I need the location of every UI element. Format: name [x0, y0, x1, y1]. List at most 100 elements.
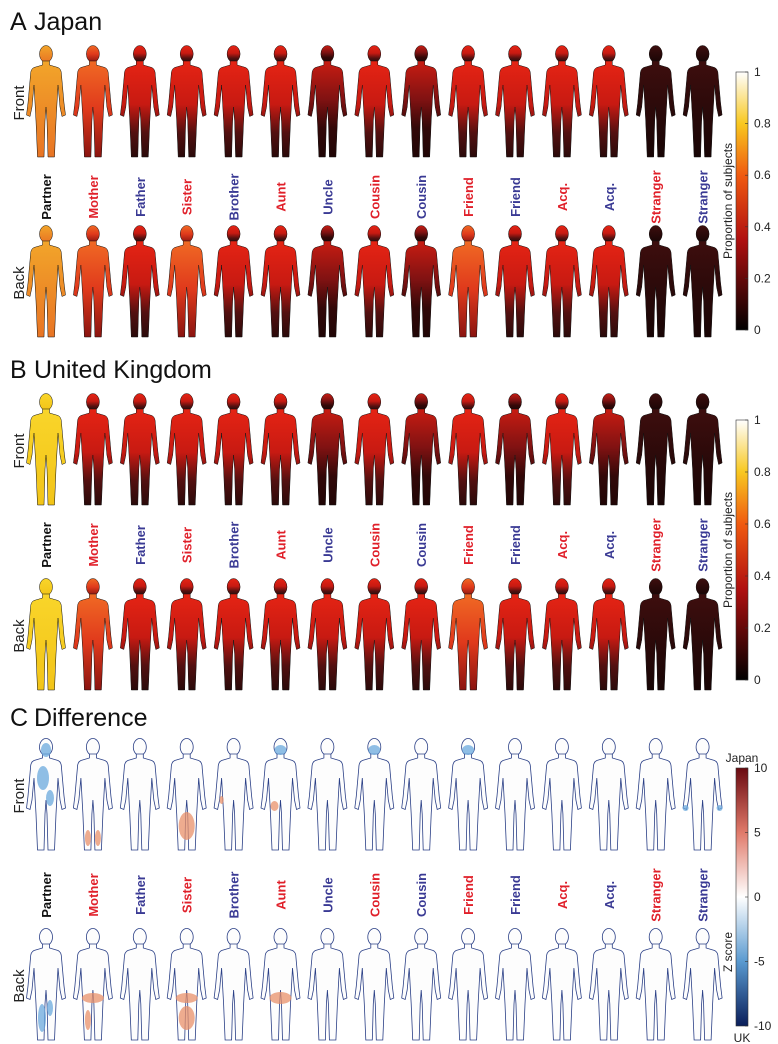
- body-map: [449, 46, 488, 158]
- body-silhouette: [355, 394, 394, 506]
- difference-patch: [179, 1006, 195, 1030]
- body-silhouette: [214, 226, 253, 338]
- figure: AJapanFrontBackPartnerMotherFatherSister…: [0, 0, 778, 1044]
- body-silhouette: [589, 739, 628, 851]
- body-silhouette: [27, 226, 66, 338]
- body-silhouette: [683, 46, 722, 158]
- colorbar-top-label: Japan: [726, 751, 759, 765]
- body-silhouette: [589, 226, 628, 338]
- body-map: [449, 739, 488, 851]
- body-silhouette: [308, 739, 347, 851]
- body-map: [120, 46, 159, 158]
- body-silhouette: [308, 929, 347, 1041]
- relation-label: Brother: [227, 522, 242, 569]
- body-silhouette: [355, 929, 394, 1041]
- body-silhouette: [542, 739, 581, 851]
- body-map: [449, 579, 488, 691]
- body-map: [589, 929, 628, 1041]
- relation-label: Mother: [86, 175, 101, 218]
- colorbar-tick-label: 0: [754, 890, 761, 904]
- relation-label: Stranger: [649, 868, 664, 921]
- body-silhouette: [542, 226, 581, 338]
- body-silhouette: [73, 46, 112, 158]
- body-silhouette: [214, 739, 253, 851]
- body-map: [636, 226, 675, 338]
- body-silhouette: [402, 226, 441, 338]
- body-map: [261, 739, 300, 851]
- body-map: [167, 739, 206, 851]
- relation-label: Partner: [39, 174, 54, 220]
- relation-label: Mother: [86, 873, 101, 916]
- colorbar-tick-label: 0: [754, 673, 761, 687]
- body-map: [542, 929, 581, 1041]
- body-silhouette: [120, 579, 159, 691]
- body-silhouette: [542, 579, 581, 691]
- relation-label: Acq.: [555, 881, 570, 909]
- relation-label: Stranger: [696, 170, 711, 223]
- panel-letter: C: [10, 704, 28, 732]
- row-label: Front: [11, 433, 28, 469]
- body-silhouette: [449, 226, 488, 338]
- body-map: [683, 226, 722, 338]
- body-silhouette: [120, 394, 159, 506]
- difference-patch: [176, 993, 198, 1003]
- relation-label: Acq.: [555, 183, 570, 211]
- colorbar-tick-label: 5: [754, 826, 761, 840]
- body-map: [120, 739, 159, 851]
- difference-patch: [37, 766, 49, 790]
- body-map: [449, 226, 488, 338]
- body-map: [589, 579, 628, 691]
- body-map: [167, 929, 206, 1041]
- body-map: [214, 394, 253, 506]
- body-map: [261, 579, 300, 691]
- relation-label: Friend: [508, 525, 523, 565]
- colorbar-tick-label: 1: [754, 413, 761, 427]
- body-map: [308, 929, 347, 1041]
- body-silhouette: [449, 46, 488, 158]
- body-silhouette: [402, 739, 441, 851]
- body-map: [542, 226, 581, 338]
- body-silhouette: [73, 394, 112, 506]
- body-map: [355, 739, 394, 851]
- relation-label: Father: [133, 177, 148, 217]
- body-map: [683, 579, 722, 691]
- body-map: [449, 394, 488, 506]
- body-map: [27, 46, 66, 158]
- body-silhouette: [683, 226, 722, 338]
- row-label: Front: [11, 778, 28, 814]
- relation-label: Stranger: [649, 170, 664, 223]
- relation-label: Acq.: [602, 881, 617, 909]
- body-silhouette: [402, 394, 441, 506]
- body-map: [27, 579, 66, 691]
- body-silhouette: [636, 394, 675, 506]
- body-silhouette: [167, 579, 206, 691]
- body-silhouette: [636, 226, 675, 338]
- body-map: [261, 394, 300, 506]
- body-map: [542, 739, 581, 851]
- body-map: [27, 739, 66, 851]
- colorbar: [736, 72, 748, 330]
- body-silhouette: [636, 739, 675, 851]
- body-silhouette: [73, 226, 112, 338]
- relation-label: Father: [133, 875, 148, 915]
- panel-title: United Kingdom: [34, 356, 212, 384]
- difference-patch: [82, 993, 104, 1003]
- body-silhouette: [214, 394, 253, 506]
- body-map: [214, 46, 253, 158]
- body-silhouette: [261, 739, 300, 851]
- body-map: [683, 46, 722, 158]
- body-map: [402, 579, 441, 691]
- relation-label: Sister: [180, 179, 195, 215]
- body-silhouette: [261, 929, 300, 1041]
- body-silhouette: [589, 394, 628, 506]
- body-silhouette: [261, 226, 300, 338]
- relation-label: Friend: [508, 177, 523, 217]
- difference-patch: [95, 830, 101, 846]
- body-silhouette: [214, 929, 253, 1041]
- body-silhouette: [449, 394, 488, 506]
- relation-label: Acq.: [555, 531, 570, 559]
- colorbar-tick-label: 0.6: [754, 517, 771, 531]
- body-silhouette: [683, 739, 722, 851]
- body-map: [355, 46, 394, 158]
- difference-patch: [179, 812, 195, 840]
